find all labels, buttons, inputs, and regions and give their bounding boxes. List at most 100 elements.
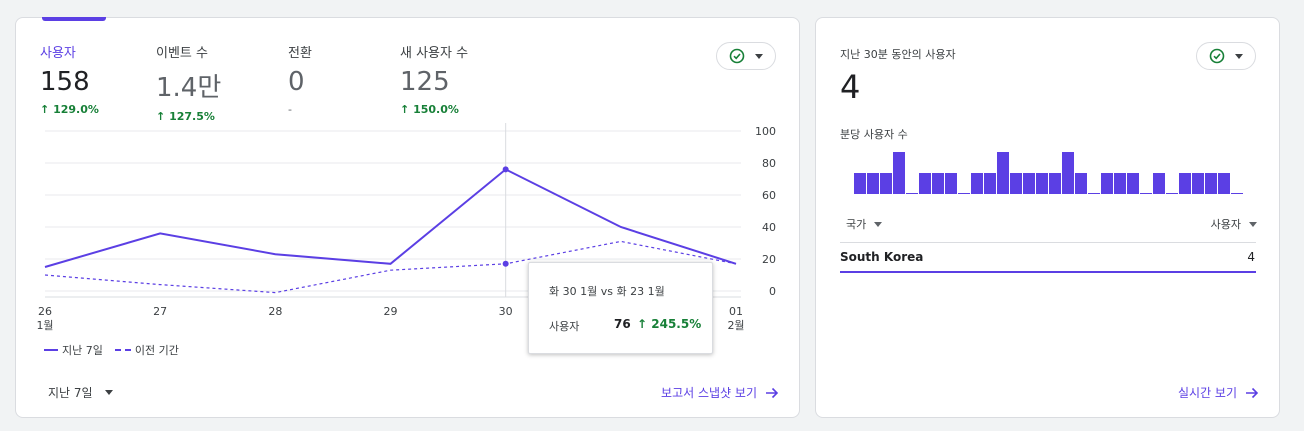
metric-change: ↑ 127.5% [156, 110, 221, 123]
summary-card: 사용자 158 ↑ 129.0% 이벤트 수 1.4만 ↑ 127.5% 전환 … [15, 17, 800, 418]
metric-label: 새 사용자 수 [400, 46, 469, 61]
table-divider [840, 242, 1256, 243]
check-circle-icon [1209, 48, 1225, 64]
legend-previous-label: 이전 기간 [134, 344, 179, 357]
table-row-bar [840, 271, 1256, 273]
metric-change-value: 150.0% [413, 103, 459, 116]
chart-tooltip: 화 30 1월 vs 화 23 1월 사용자 76 ↑ 245.5% [528, 262, 713, 354]
x-tick-label: 01 [729, 305, 743, 318]
minute-bar [1036, 173, 1048, 194]
view-report-snapshot-link[interactable]: 보고서 스냅샷 보기 [661, 384, 779, 401]
minute-bar [945, 173, 957, 194]
metric-new-users[interactable]: 새 사용자 수 125 ↑ 150.0% [400, 42, 468, 116]
minute-bar [1049, 173, 1061, 194]
metric-label: 사용자 [40, 46, 76, 61]
realtime-user-count: 4 [840, 68, 861, 106]
highlight-point [502, 260, 509, 267]
minute-bar [1010, 173, 1022, 194]
minute-bar [1127, 173, 1139, 194]
legend-solid-swatch [44, 349, 58, 351]
users-column-label: 사용자 [1210, 218, 1241, 231]
y-tick-label: 0 [769, 285, 776, 298]
table-row-users: 4 [1247, 250, 1255, 264]
metric-value: 158 [40, 67, 90, 97]
minute-bar [1062, 152, 1074, 194]
metric-change-value: 129.0% [53, 103, 99, 116]
chevron-down-icon [874, 221, 883, 227]
minute-bar [1179, 173, 1191, 194]
arrow-up-icon: ↑ [40, 103, 50, 116]
realtime-quality-button[interactable] [1196, 42, 1256, 70]
metric-change: ↑ 129.0% [40, 103, 99, 116]
minute-bar [1205, 173, 1217, 194]
minute-bar [997, 152, 1009, 194]
arrow-right-icon [1246, 387, 1259, 398]
data-quality-button[interactable] [716, 42, 776, 70]
metric-value: 1.4만 [156, 73, 222, 103]
x-month-label: 1월 [36, 319, 53, 332]
tooltip-change: ↑ 245.5% [637, 317, 701, 331]
active-tab-indicator [42, 17, 106, 21]
metric-value: 0 [288, 67, 305, 97]
minute-bar [919, 173, 931, 194]
arrow-up-icon: ↑ [637, 317, 648, 331]
minute-bar [880, 173, 892, 194]
chart-legend: 지난 7일 이전 기간 [44, 342, 179, 358]
country-column-header[interactable]: 국가 [846, 216, 883, 232]
x-month-label: 2월 [727, 319, 744, 332]
minute-bar [1101, 173, 1113, 194]
per-minute-bar-chart[interactable] [854, 148, 1246, 196]
chevron-down-icon [755, 53, 763, 59]
series-line-current [44, 168, 737, 268]
legend-current-label: 지난 7일 [62, 344, 103, 357]
metric-label: 이벤트 수 [156, 46, 208, 61]
arrow-up-icon: ↑ [156, 110, 166, 123]
arrow-right-icon [766, 387, 779, 398]
metric-value: 125 [400, 67, 450, 97]
metric-label: 전환 [288, 46, 312, 61]
minute-bar [1192, 173, 1204, 194]
series-line-previous [44, 240, 737, 294]
per-minute-label: 분당 사용자 수 [840, 128, 908, 141]
country-column-label: 국가 [846, 218, 867, 231]
minute-bar [1075, 173, 1087, 194]
minute-bar-empty [1088, 193, 1100, 194]
users-column-header[interactable]: 사용자 [1211, 216, 1257, 232]
metric-conversions[interactable]: 전환 0 - [288, 42, 312, 116]
minute-bar [932, 173, 944, 194]
x-tick-label: 27 [153, 305, 167, 318]
realtime-card: 지난 30분 동안의 사용자 4 분당 사용자 수 국가 사용자 South K… [815, 17, 1280, 418]
minute-bar-empty [1140, 193, 1152, 194]
x-tick-label: 30 [499, 305, 513, 318]
minute-bar [893, 152, 905, 194]
minute-bar [1218, 173, 1230, 194]
y-tick-label: 60 [762, 189, 776, 202]
realtime-title: 지난 30분 동안의 사용자 [840, 48, 956, 61]
metric-events[interactable]: 이벤트 수 1.4만 ↑ 127.5% [156, 42, 221, 123]
minute-bar [854, 173, 866, 194]
date-range-label: 지난 7일 [48, 386, 93, 400]
date-range-select[interactable]: 지난 7일 [48, 384, 113, 401]
chevron-down-icon [1249, 221, 1257, 227]
minute-bar-empty [906, 193, 918, 194]
metric-change-value: 127.5% [169, 110, 215, 123]
minute-bar [1114, 173, 1126, 194]
tooltip-change-value: 245.5% [651, 317, 702, 331]
minute-bar [1153, 173, 1165, 194]
legend-current: 지난 7일 [44, 342, 103, 358]
check-circle-icon [729, 48, 745, 64]
chevron-down-icon [1235, 53, 1243, 59]
view-realtime-link[interactable]: 실시간 보기 [1178, 384, 1259, 401]
y-tick-label: 40 [762, 221, 776, 234]
x-tick-label: 26 [38, 305, 52, 318]
arrow-up-icon: ↑ [400, 103, 410, 116]
x-tick-label: 28 [268, 305, 282, 318]
tooltip-metric: 사용자 [549, 320, 580, 333]
minute-bar [984, 173, 996, 194]
y-tick-label: 100 [755, 125, 776, 138]
tooltip-value: 76 [614, 317, 631, 331]
metric-users[interactable]: 사용자 158 ↑ 129.0% [40, 42, 99, 116]
table-row-country: South Korea [840, 250, 924, 264]
metric-change: ↑ 150.0% [400, 103, 468, 116]
y-tick-label: 80 [762, 157, 776, 170]
